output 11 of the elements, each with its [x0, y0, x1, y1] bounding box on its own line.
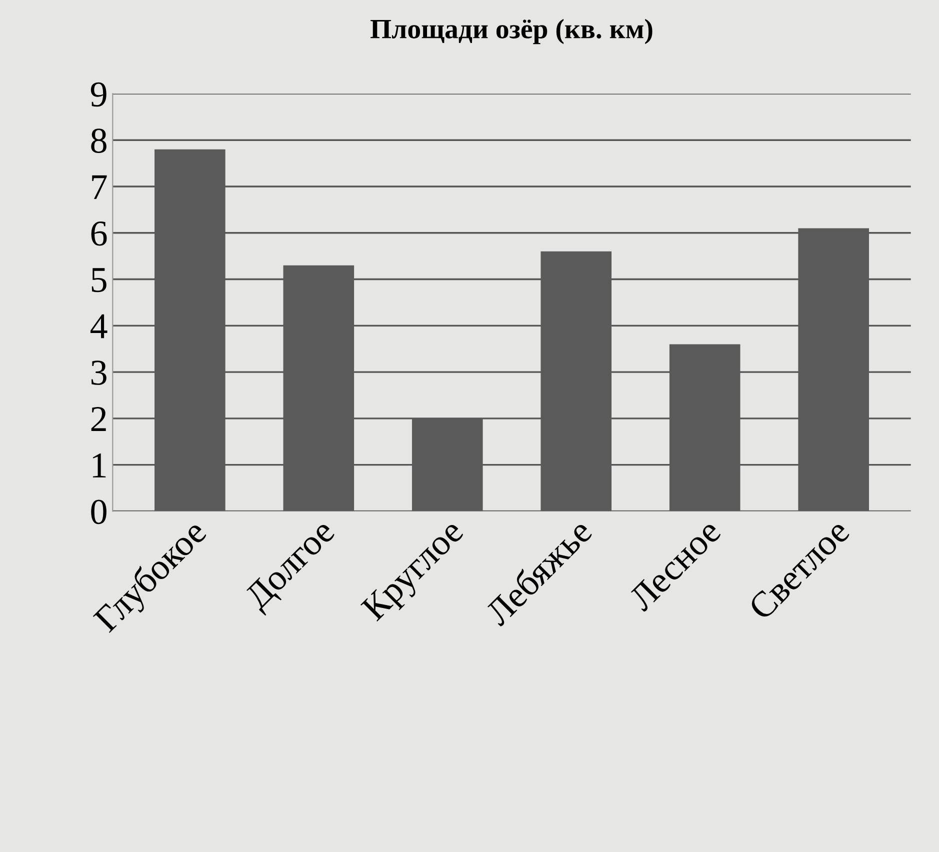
y-tick-label: 7 — [92, 175, 107, 200]
y-tick-label: 8 — [91, 128, 106, 153]
y-tick-label: 5 — [92, 268, 106, 292]
y-tick-label: 2 — [91, 407, 106, 431]
y-tick-label: 1 — [92, 454, 106, 478]
chart-title: Площади озёр (кв. км) — [370, 18, 652, 44]
y-tick-label: 4 — [90, 314, 108, 338]
y-tick-label: 6 — [91, 221, 107, 246]
y-tick-label: 0 — [91, 500, 106, 524]
y-tick-label: 3 — [91, 360, 106, 385]
y-tick-label: 9 — [90, 82, 106, 107]
